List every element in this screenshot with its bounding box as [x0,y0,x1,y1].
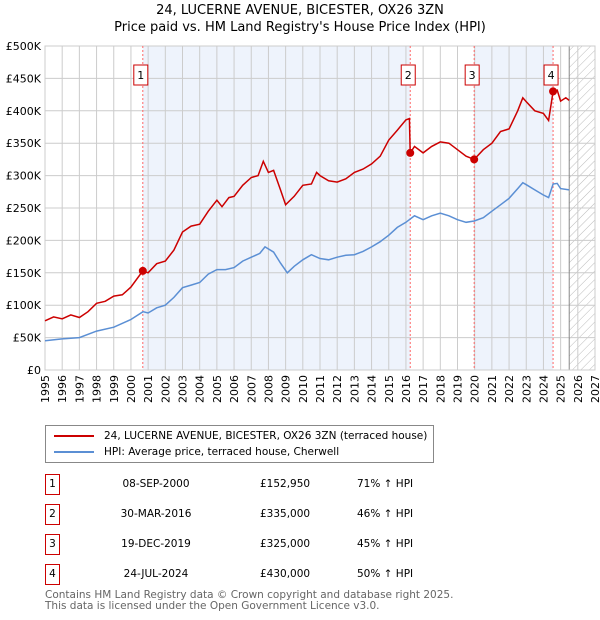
chart-subtitle: Price paid vs. HM Land Registry's House … [114,20,486,35]
x-tick-label: 1995 [39,375,52,403]
x-tick-label: 2013 [348,375,361,403]
x-tick-label: 2007 [245,375,258,403]
sale-label-box [543,64,559,86]
footer: Contains HM Land Registry data © Crown c… [45,590,453,612]
x-tick-label: 2023 [520,375,533,403]
x-tick-label: 2003 [177,375,190,403]
sale-number: 3 [45,534,60,555]
sale-price: £325,000 [260,538,311,550]
x-tick-label: 2000 [125,375,138,403]
x-tick-label: 2002 [159,375,172,403]
sale-number: 1 [45,474,60,495]
x-tick-label: 2016 [400,375,413,403]
legend-label-property: 24, LUCERNE AVENUE, BICESTER, OX26 3ZN (… [104,430,428,442]
x-tick-label: 2018 [434,375,447,403]
sale-hpi-diff: 71% ↑ HPI [357,478,414,490]
sale-hpi-diff: 50% ↑ HPI [357,568,414,580]
sale-number: 4 [45,564,60,585]
x-tick-label: 2001 [142,375,155,403]
y-tick-label: £200K [6,234,42,247]
legend-label-hpi: HPI: Average price, terraced house, Cher… [104,446,340,458]
sale-label-box [464,64,480,86]
y-tick-label: £0 [27,364,41,377]
sale-date: 19-DEC-2019 [121,538,191,550]
x-tick-label: 2014 [366,375,379,403]
y-tick-label: £450K [6,72,42,85]
sale-price: £335,000 [260,508,311,520]
y-tick-label: £100K [6,299,42,312]
x-tick-label: 2024 [537,375,550,403]
sale-point [138,266,147,275]
x-tick-label: 2004 [194,375,207,403]
x-tick-label: 2021 [486,375,499,403]
y-tick-label: £350K [6,137,42,150]
y-tick-label: £150K [6,267,42,280]
x-tick-label: 1999 [108,375,121,403]
sale-row: 3 19-DEC-2019 £325,000 45% ↑ HPI [45,534,445,555]
y-tick-label: £250K [6,202,42,215]
sale-hpi-diff: 46% ↑ HPI [357,508,414,520]
x-tick-label: 2008 [262,375,275,403]
sale-row: 4 24-JUL-2024 £430,000 50% ↑ HPI [45,564,445,585]
x-tick-label: 2027 [589,375,600,403]
x-tick-label: 2015 [383,375,396,403]
x-tick-label: 2009 [280,375,293,403]
y-tick-label: £50K [13,332,42,345]
sale-label: 1 [137,69,144,82]
sale-date: 08-SEP-2000 [122,478,190,490]
sale-price: £152,950 [260,478,311,490]
legend-swatch-property [54,435,94,437]
plot-frame [44,45,596,371]
x-tick-label: 2019 [452,375,465,403]
x-tick-label: 2006 [228,375,241,403]
legend-swatch-hpi [54,451,94,453]
chart-title: 24, LUCERNE AVENUE, BICESTER, OX26 3ZN [156,3,444,18]
hpi-line [44,181,570,342]
sale-label-box [400,64,416,86]
x-tick-label: 2025 [555,375,568,403]
x-tick-label: 2010 [297,375,310,403]
legend: 24, LUCERNE AVENUE, BICESTER, OX26 3ZN (… [45,425,434,463]
sale-point [406,148,415,157]
sale-label: 3 [469,69,476,82]
y-tick-label: £500K [6,40,42,53]
sale-label: 2 [405,69,412,82]
footer-line-1: Contains HM Land Registry data © Crown c… [45,589,454,601]
sale-row: 1 08-SEP-2000 £152,950 71% ↑ HPI [45,474,445,495]
x-tick-label: 2022 [503,375,516,403]
sale-label: 4 [548,69,555,82]
y-tick-label: £400K [6,105,42,118]
x-tick-label: 2026 [572,375,585,403]
x-tick-label: 2017 [417,375,430,403]
x-tick-label: 2011 [314,375,327,403]
price-chart: 1995 1996 1997 1998 1999 2000 2001 2002 2003 2004… [6,40,600,403]
sale-date: 30-MAR-2016 [120,508,192,520]
x-tick-label: 1997 [73,375,86,403]
x-tick-label: 2005 [211,375,224,403]
sale-hpi-diff: 45% ↑ HPI [357,538,414,550]
sale-point [549,87,558,96]
sale-label-box [133,64,149,86]
x-tick-label: 2012 [331,375,344,403]
x-tick-label: 1998 [91,375,104,403]
property-price-line [44,89,570,322]
sale-row: 2 30-MAR-2016 £335,000 46% ↑ HPI [45,504,445,525]
sale-date: 24-JUL-2024 [123,568,189,580]
x-tick-label: 2020 [469,375,482,403]
footer-line-2: This data is licensed under the Open Gov… [45,600,380,612]
sale-point [470,155,479,164]
sale-number: 2 [45,504,60,525]
y-tick-label: £300K [6,170,42,183]
x-tick-label: 1996 [56,375,69,403]
sale-price: £430,000 [260,568,311,580]
